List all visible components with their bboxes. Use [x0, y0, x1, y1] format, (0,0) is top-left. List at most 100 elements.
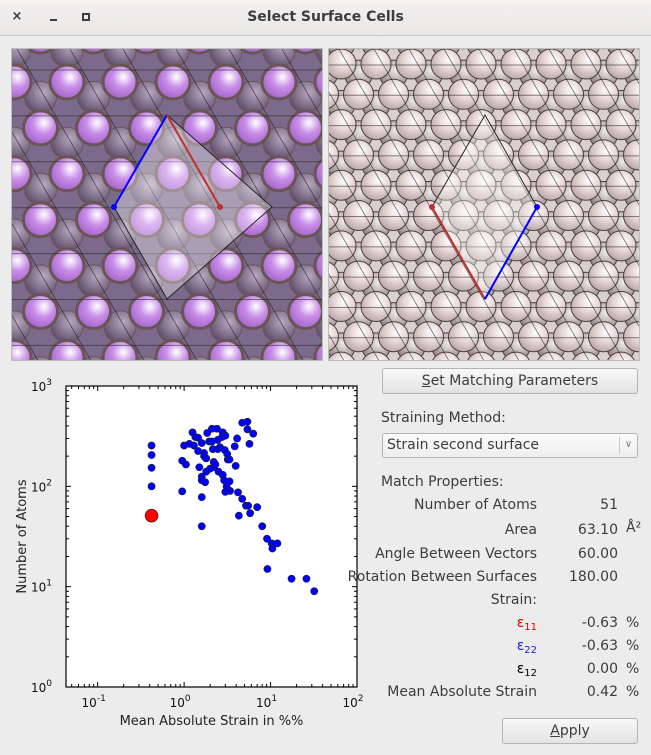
first-surface-view[interactable] [11, 48, 323, 361]
data-point [197, 493, 206, 502]
surface-atom [588, 200, 619, 232]
property-key: Area [504, 522, 537, 538]
data-point [233, 434, 241, 443]
surface-atom [329, 290, 357, 322]
mnemonic: A [550, 723, 560, 739]
surface-atom [500, 290, 532, 322]
maximize-icon [82, 12, 90, 21]
match-scatter-plot[interactable]: 10-1 100 101 102 100 101 102 103 Mean Absolute … [12, 370, 368, 748]
surface-atom [535, 230, 567, 262]
data-point [310, 587, 319, 596]
surface-atom [395, 230, 427, 262]
surface-atom [154, 247, 192, 285]
surface-atom [329, 140, 339, 170]
data-point [221, 431, 230, 440]
surface-atom [27, 49, 54, 55]
surface-atom [500, 109, 532, 141]
surface-atom [234, 109, 271, 147]
x-axis-label: Mean Absolute Strain in %% [120, 714, 304, 729]
minimize-button[interactable] [44, 8, 62, 26]
surface-atom [22, 292, 59, 330]
data-point [273, 539, 282, 548]
property-key: Rotation Between Surfaces [347, 569, 537, 585]
apply-button[interactable]: Apply [502, 718, 638, 744]
second-surface-canvas[interactable] [329, 49, 640, 361]
data-point [243, 417, 252, 426]
property-value: 180.00 [569, 569, 618, 585]
property-value: 51 [600, 497, 618, 513]
vector-arrowhead-2 [534, 204, 540, 210]
vector-arrowhead-1 [111, 204, 117, 210]
surface-atom [623, 200, 639, 232]
set-matching-parameters-button[interactable]: Set Matching Parameters [382, 368, 638, 394]
lattice-vector-1 [431, 206, 486, 300]
data-point [178, 487, 187, 496]
data-point [195, 463, 204, 472]
y-tick-label: 100 [31, 679, 52, 695]
lattice-line [408, 49, 590, 360]
data-point [201, 478, 210, 487]
surface-atom [360, 169, 392, 201]
surface-atom [535, 169, 567, 201]
chevron-down-icon[interactable]: ∨ [619, 437, 637, 454]
subsurface-atom [188, 356, 211, 360]
surface-atom [343, 321, 374, 353]
scatter-plot-canvas[interactable]: 10-1 100 101 102 100 101 102 103 Mean Absolute … [12, 370, 368, 748]
surface-atom [75, 292, 112, 330]
surface-atom [448, 321, 479, 353]
lattice-line [338, 49, 520, 360]
maximize-button[interactable] [77, 8, 95, 26]
data-point [211, 460, 220, 469]
data-points [144, 417, 319, 596]
lattice-line [122, 49, 304, 360]
surface-atom [22, 109, 59, 147]
data-point [225, 455, 234, 464]
lattice-line [478, 49, 639, 327]
close-button[interactable]: × [8, 8, 26, 26]
surface-atom [329, 322, 339, 352]
straining-method-select[interactable]: Strain second surface ∨ [382, 433, 638, 458]
surface-atom [313, 341, 322, 360]
surface-atom [483, 139, 514, 171]
data-point [226, 487, 234, 495]
surface-atom [287, 109, 322, 147]
surface-atom [287, 201, 322, 239]
data-point [190, 441, 198, 450]
surface-atom [48, 155, 86, 193]
surface-atom [48, 247, 86, 285]
lattice-line [69, 49, 251, 360]
surface-atom [239, 49, 266, 55]
surface-atom [101, 338, 139, 360]
lattice-line [228, 49, 322, 211]
minimize-icon [49, 18, 57, 21]
property-value: 63.10 [577, 522, 618, 538]
surface-atom [22, 201, 59, 239]
data-point [246, 509, 255, 518]
surface-atom [133, 49, 160, 55]
button-label: et Matching Parameters [430, 373, 599, 389]
surface-atom [588, 260, 619, 292]
property-row-area: Area 63.10 Å² [370, 520, 651, 544]
straining-method-label: Straining Method: [381, 410, 506, 426]
strain-unit: % [626, 661, 640, 677]
first-surface-canvas[interactable] [12, 49, 323, 361]
surface-atom [360, 290, 392, 322]
surface-atom [465, 49, 497, 80]
surface-atom [430, 109, 462, 141]
y-tick-label: 101 [31, 579, 52, 595]
lattice-line [329, 152, 450, 360]
axis-ticks [66, 385, 358, 688]
second-surface-view[interactable] [328, 48, 640, 361]
lattice-line [329, 91, 485, 360]
surface-atom [623, 139, 639, 171]
mnemonic: S [421, 373, 431, 389]
lattice-line [329, 273, 380, 360]
surface-atom [207, 247, 245, 285]
surface-atom [360, 109, 392, 141]
surface-atom [413, 321, 444, 353]
button-label: pply [559, 723, 590, 739]
surface-atom [518, 260, 549, 292]
vector-arrowhead-1 [429, 204, 435, 210]
plot-frame [65, 385, 358, 688]
data-point [263, 534, 271, 543]
